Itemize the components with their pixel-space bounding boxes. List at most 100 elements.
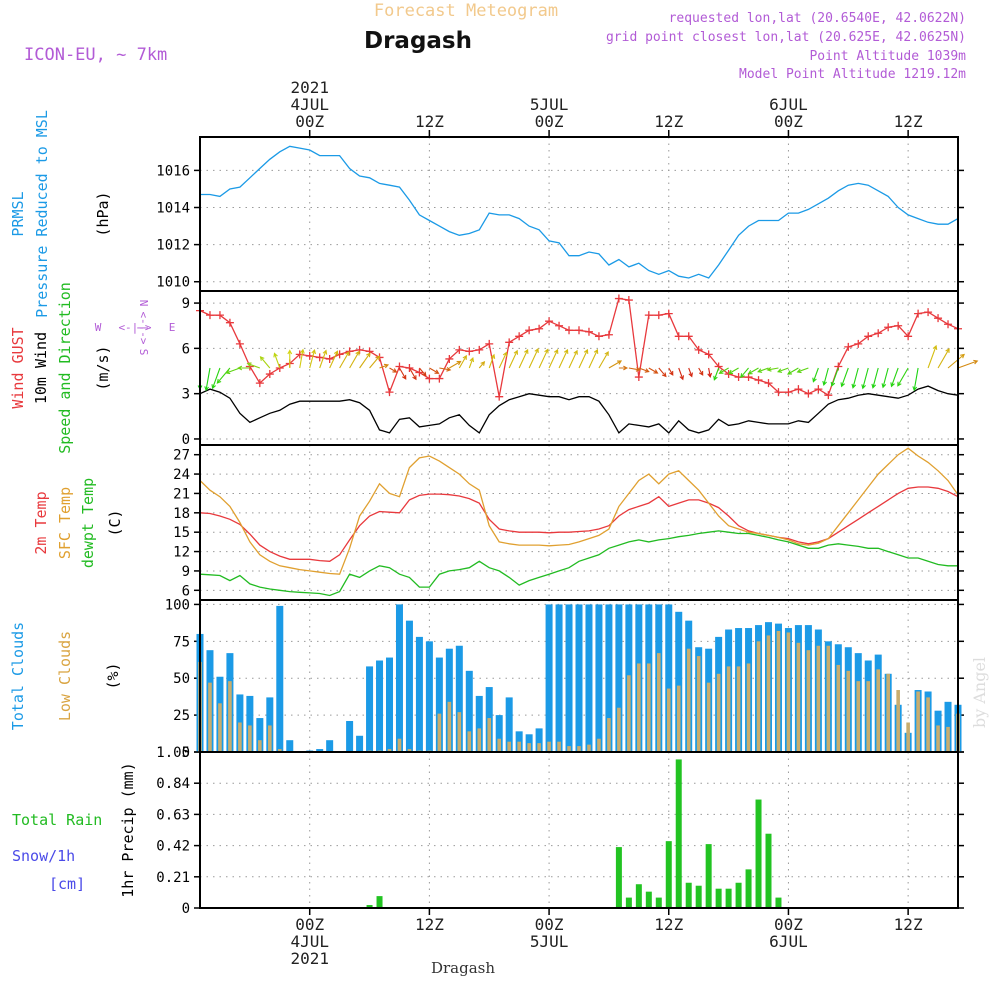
time-label-bottom: 12Z [415,915,444,934]
wind-arrow [398,367,407,380]
ytick-label-wind: 6 [182,341,190,357]
rain-axis-label: 1hr Precip (mm) [119,762,137,897]
wind-arrow [728,367,739,375]
gust-marker [225,318,234,327]
compass-mid: <-|-> [118,321,151,334]
line-wind-0 [199,297,959,397]
time-label-bottom: 2021 [290,949,329,968]
bar-clouds-1 [547,741,551,752]
gust-marker [325,354,334,363]
bar-clouds-1 [726,666,731,752]
bar-clouds-1 [716,673,721,752]
wind-arrow [478,360,486,369]
wind-arrow [528,347,539,369]
bar-precipitation-0 [366,905,373,908]
bar-clouds-1 [647,663,651,752]
bar-precipitation-0 [715,888,722,908]
product-title: Forecast Meteogram [374,1,558,21]
bar-clouds-0 [495,715,503,752]
ytick-label-temperature: 27 [173,448,190,464]
ytick-label-clouds: 0 [182,745,190,761]
bar-precipitation-0 [665,841,672,908]
bar-clouds-0 [465,670,473,752]
wind-arrow [957,359,979,369]
bar-clouds-0 [585,604,593,752]
line-temperature-0 [199,486,959,562]
gust-marker [535,324,544,333]
bar-clouds-1 [477,728,482,752]
time-label-top: 00Z [295,112,324,131]
wind-arrow [851,367,859,389]
bar-clouds-0 [246,695,254,752]
bar-precipitation-0 [765,833,772,908]
bar-clouds-1 [238,722,242,752]
wind-arrow [418,367,427,377]
bar-clouds-1 [766,635,771,752]
gust-marker [525,326,534,335]
bar-clouds-0 [395,604,403,752]
wind-arrow [508,349,519,369]
compass-w: W [95,321,102,334]
time-label-top: 12Z [894,112,923,131]
ytick-label-precipitation: 0.84 [156,776,190,792]
wind-arrow [740,367,749,379]
time-label-bottom: 00Z [535,915,564,934]
bar-clouds-1 [686,648,691,752]
bar-clouds-1 [856,681,861,752]
wind-arrow [927,344,938,369]
time-label-bottom: 4JUL [290,932,329,951]
wind-arrow [568,349,578,369]
bar-precipitation-0 [615,847,622,908]
wind-arrow [638,367,650,373]
bar-clouds-1 [637,663,641,752]
gust-marker [894,321,903,330]
station-title: Dragash [364,28,472,54]
wind-arrow [688,367,693,378]
wind-arrow [429,367,440,374]
gust-marker [664,309,673,318]
bar-clouds-0 [316,749,324,752]
time-label-top: 4JUL [290,95,329,114]
bar-clouds-1 [597,738,601,752]
ytick-label-precipitation: 0.42 [156,839,190,855]
bar-clouds-1 [447,701,452,752]
gust-marker [594,332,603,341]
bar-clouds-1 [487,718,492,752]
bar-clouds-0 [405,620,413,752]
header: Forecast Meteogram Dragash ICON-EU, ~ 7k… [24,1,989,977]
compass-s: S [137,349,150,356]
bar-precipitation-0 [775,897,782,908]
wind-arrow [329,350,339,369]
rain-label-snow: Snow/1h [12,847,75,865]
bar-clouds-1 [527,743,531,752]
bar-clouds-1 [786,632,791,752]
gust-marker [215,311,224,320]
ytick-label-clouds: 25 [173,708,190,724]
gust-marker [744,373,753,382]
wind-label-2: Speed and Direction [56,282,74,454]
compass-n: N [137,300,150,307]
clouds-label-2: (%) [104,662,122,689]
bar-clouds-1 [936,725,940,752]
bar-clouds-0 [605,604,613,752]
bar-clouds-1 [268,725,272,752]
bar-clouds-1 [806,650,811,752]
rain-label-total: Total Rain [12,811,102,829]
ytick-label-precipitation: 0 [182,901,190,917]
bar-clouds-1 [896,690,900,752]
bar-precipitation-0 [695,885,702,908]
bar-clouds-0 [425,641,433,752]
gust-marker [904,332,913,341]
ytick-label-wind: 9 [182,296,190,312]
bar-precipitation-0 [625,897,632,908]
bar-clouds-1 [656,653,661,752]
bar-clouds-1 [816,645,821,752]
bar-precipitation-0 [745,869,752,908]
bar-clouds-1 [676,685,681,752]
bar-clouds-1 [557,741,561,752]
panel-precipitation: 0 0.21 0.42 0.63 0.84 1.05 [156,745,964,917]
model-altitude: Model Point Altitude 1219.12m [739,67,966,82]
gust-marker [265,370,274,379]
wind-arrow [787,367,799,375]
ytick-label-precipitation: 1.05 [156,745,190,761]
